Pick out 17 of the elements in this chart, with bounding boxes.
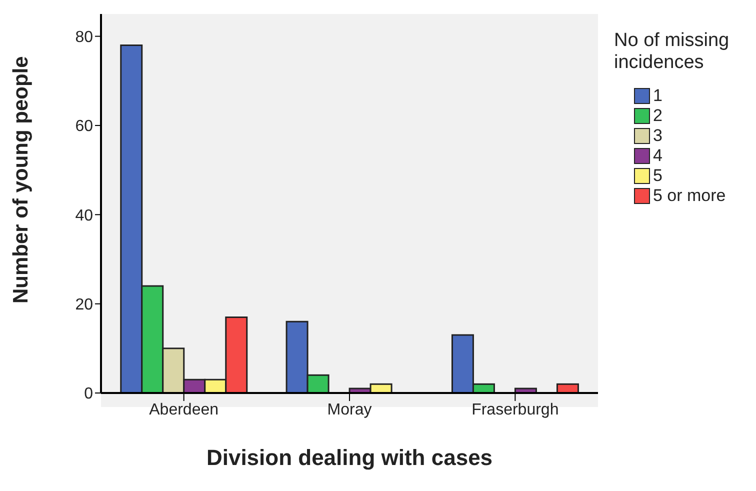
x-tick-label: Fraserburgh: [472, 401, 559, 418]
y-tick-label: 80: [75, 28, 94, 46]
y-tick-label: 20: [75, 296, 94, 314]
legend-label: 2: [653, 105, 662, 127]
y-axis-title: Number of young people: [9, 56, 32, 304]
legend-label: 5 or more: [653, 185, 726, 207]
legend-label: 3: [653, 125, 662, 147]
x-tick-label: Aberdeen: [149, 401, 219, 418]
legend-title: No of missing incidences: [614, 30, 730, 74]
x-tick-label: Moray: [327, 401, 372, 418]
legend-label: 1: [653, 85, 662, 107]
legend-label: 5: [653, 165, 662, 187]
y-tick-label: 60: [75, 118, 94, 136]
x-axis-title: Division dealing with cases: [206, 445, 493, 470]
y-tick-label: 0: [84, 386, 94, 403]
legend-label: 4: [653, 145, 662, 167]
y-tick-label: 40: [75, 207, 94, 224]
